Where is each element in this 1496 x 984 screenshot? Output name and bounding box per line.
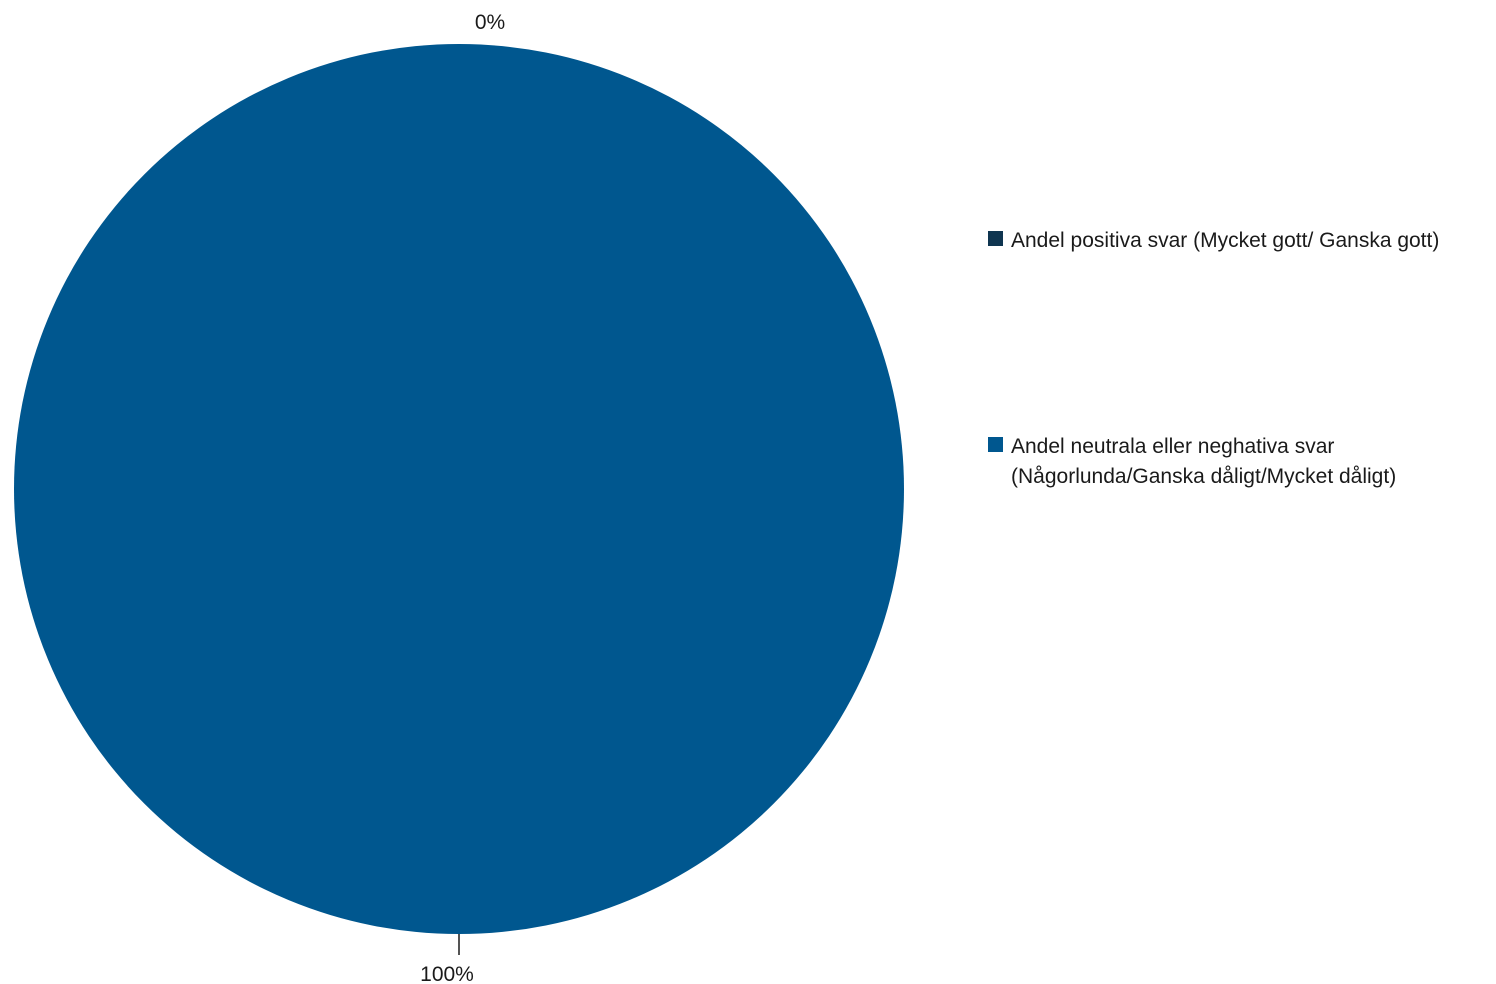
- legend-swatch-neutral-negative: [988, 437, 1003, 452]
- legend-label-neutral-negative: Andel neutrala eller neghativa svar (Någ…: [1011, 435, 1397, 488]
- legend-swatch-positive: [988, 231, 1003, 246]
- data-label-positive: 0%: [475, 11, 505, 34]
- pie-slice-neutral-negative: [14, 44, 904, 934]
- pie-slices: [14, 44, 904, 934]
- data-labels: 0% 100%: [420, 11, 505, 984]
- legend-item-positive: Andel positiva svar (Mycket gott/ Ganska…: [988, 226, 1493, 256]
- legend-label-positive: Andel positiva svar (Mycket gott/ Ganska…: [1011, 229, 1440, 252]
- legend-item-neutral-negative: Andel neutrala eller neghativa svar (Någ…: [988, 432, 1493, 492]
- data-label-neutral-negative: 100%: [420, 963, 474, 984]
